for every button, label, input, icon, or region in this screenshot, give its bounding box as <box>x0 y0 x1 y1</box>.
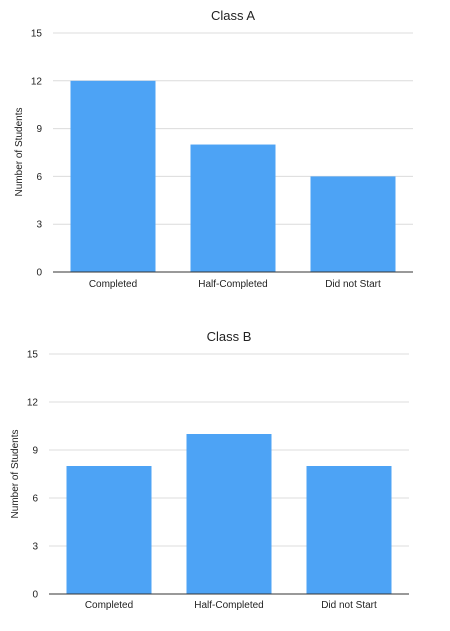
y-tick-label: 3 <box>32 542 38 553</box>
bar <box>70 80 156 272</box>
bar <box>66 466 152 594</box>
x-tick-label: Did not Start <box>325 279 381 290</box>
x-tick-labels: Completed Half-Completed Did not Start <box>89 279 381 290</box>
x-tick-labels: Completed Half-Completed Did not Start <box>85 600 377 611</box>
bar <box>190 144 276 272</box>
y-tick-label: 0 <box>36 268 42 279</box>
y-tick-labels: 0 3 6 9 12 15 <box>31 29 43 279</box>
bar <box>310 176 396 272</box>
y-tick-label: 15 <box>31 29 43 40</box>
x-tick-label: Completed <box>89 279 137 290</box>
y-tick-label: 9 <box>36 124 42 135</box>
chart-class-a: Class A Number of Students 0 3 6 9 12 15 Comp… <box>14 8 413 290</box>
bars <box>53 80 413 273</box>
x-tick-label: Half-Completed <box>194 600 263 611</box>
bar <box>306 466 392 594</box>
chart-title: Class B <box>207 329 252 344</box>
y-tick-label: 3 <box>36 220 42 231</box>
y-tick-label: 12 <box>27 398 39 409</box>
y-tick-label: 15 <box>27 350 39 361</box>
chart-class-b: Class B Number of Students 0 3 6 9 12 15 Comp… <box>10 329 409 611</box>
y-tick-label: 6 <box>36 172 42 183</box>
bar <box>186 434 272 594</box>
chart-title: Class A <box>211 8 255 23</box>
y-tick-label: 12 <box>31 76 43 87</box>
y-tick-label: 0 <box>32 590 38 601</box>
y-axis-label: Number of Students <box>10 430 21 519</box>
x-tick-label: Half-Completed <box>198 279 267 290</box>
y-axis-label: Number of Students <box>14 108 25 197</box>
x-tick-label: Did not Start <box>321 600 377 611</box>
y-tick-label: 9 <box>32 446 38 457</box>
x-tick-label: Completed <box>85 600 133 611</box>
bars <box>49 434 409 595</box>
y-tick-labels: 0 3 6 9 12 15 <box>27 350 39 601</box>
y-tick-label: 6 <box>32 494 38 505</box>
